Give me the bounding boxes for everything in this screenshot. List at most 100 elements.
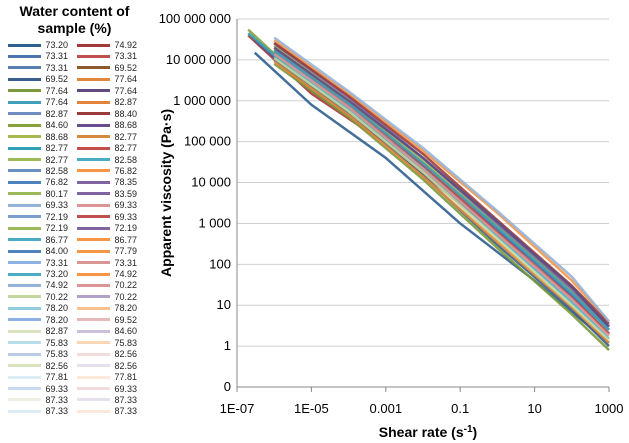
legend-line: [77, 341, 110, 345]
legend-line: [8, 123, 41, 127]
legend-label: 73.31: [45, 257, 68, 268]
y-axis-label: Apparent viscosity (Pa·s): [158, 109, 174, 277]
legend-line: [77, 169, 110, 173]
chart-legend: Water content of sample (%) 73.20 74.92 73…: [0, 0, 149, 443]
legend-label: 82.87: [45, 108, 68, 119]
legend-label: 69.52: [114, 62, 137, 73]
legend-line: [77, 100, 110, 104]
legend-label: 70.22: [45, 291, 68, 302]
legend-line: [77, 226, 110, 230]
legend-label: 73.20: [45, 269, 68, 279]
legend-line: [8, 226, 41, 230]
legend-line: [77, 158, 110, 161]
legend-label: 70.22: [114, 280, 137, 291]
x-tick-labels: 1E-07 1E-05 0.001 0.1 10 1000: [220, 401, 624, 416]
legend-label: 87.33: [45, 406, 68, 417]
viscosity-chart: 100 000 000 10 000 000 1 000 000 100 000 10 …: [158, 11, 624, 440]
legend-label: 76.82: [45, 177, 68, 188]
legend-label: 88.68: [114, 120, 137, 131]
legend-line: [8, 180, 41, 184]
x-tick-label: 1000: [595, 401, 624, 416]
legend-line: [77, 261, 110, 265]
x-tick-label: 10: [527, 401, 541, 416]
legend-label: 78.20: [45, 303, 68, 314]
legend-label: 88.40: [114, 108, 137, 119]
y-tick-label: 0: [224, 379, 231, 394]
legend-line: [8, 215, 41, 219]
legend-label: 75.83: [114, 337, 137, 348]
y-tick-label: 100: [209, 256, 231, 271]
x-axis-label-sup: -1: [464, 424, 473, 435]
y-tick-label: 100 000: [184, 134, 231, 149]
legend-line: [77, 43, 110, 47]
legend-label: 86.77: [45, 234, 68, 245]
legend-line: [8, 192, 41, 196]
legend-label: 73.31: [114, 51, 137, 62]
legend-label: 82.87: [45, 326, 68, 337]
legend-line: [77, 77, 110, 81]
legend-line: [8, 203, 41, 207]
series-line: [273, 57, 610, 342]
legend-label: 78.20: [45, 314, 68, 325]
legend-label: 69.33: [114, 200, 137, 211]
legend-line: [77, 249, 110, 253]
legend-label: 77.64: [45, 97, 68, 108]
legend-label: 73.31: [45, 62, 68, 73]
legend-line: [77, 398, 110, 402]
legend-label: 82.87: [114, 97, 137, 108]
x-axis-label-end: ): [473, 424, 478, 440]
legend-label: 70.22: [114, 291, 137, 302]
legend-line: [8, 283, 41, 287]
legend-label: 77.64: [45, 85, 68, 96]
legend-label: 72.19: [114, 223, 137, 234]
legend-line: [77, 283, 110, 287]
legend-line: [77, 203, 110, 207]
legend-label: 69.33: [45, 200, 68, 211]
axes: [236, 19, 610, 392]
legend-line: [77, 329, 110, 333]
legend-label: 74.92: [114, 269, 137, 279]
legend-line: [77, 387, 110, 390]
legend-line: [8, 112, 41, 116]
series-line: [273, 49, 610, 331]
y-tick-label: 100 000 000: [159, 11, 231, 26]
legend-line: [8, 329, 41, 333]
legend-label: 77.81: [45, 372, 68, 383]
legend-label: 72.19: [45, 223, 68, 234]
legend-line: [8, 43, 41, 47]
legend-title: Water content of sample (%): [19, 3, 130, 36]
legend-line: [8, 77, 41, 81]
legend-line: [8, 364, 41, 368]
legend-label: 82.77: [114, 143, 137, 154]
legend-line: [8, 100, 41, 104]
legend-label: 77.64: [114, 74, 137, 85]
series-line: [273, 36, 610, 323]
legend-line: [77, 215, 110, 219]
legend-line: [77, 180, 110, 184]
legend-line: [8, 409, 41, 413]
legend-line: [8, 169, 41, 173]
legend-label: 84.00: [45, 246, 68, 257]
legend-label: 76.82: [114, 165, 137, 176]
legend-label: 82.56: [114, 349, 137, 360]
y-tick-label: 10 000: [191, 175, 231, 190]
legend-label: 72.19: [45, 211, 68, 222]
legend-line: [8, 261, 41, 265]
legend-line: [77, 66, 110, 70]
legend-line: [77, 375, 110, 379]
legend-line: [8, 375, 41, 379]
legend-label: 84.60: [45, 120, 68, 131]
legend-line: [77, 146, 110, 150]
legend-line: [8, 146, 41, 150]
legend-line: [8, 249, 41, 253]
x-axis-label-main: Shear rate (s: [379, 424, 464, 440]
series-line: [273, 55, 610, 340]
legend-line: [8, 135, 41, 139]
legend-label: 82.77: [45, 143, 68, 154]
legend-line: [77, 238, 110, 242]
series-line: [273, 62, 610, 351]
legend-label: 73.31: [114, 257, 137, 268]
legend-line: [77, 318, 110, 322]
series-line: [273, 60, 610, 344]
legend-label: 83.59: [114, 188, 137, 199]
